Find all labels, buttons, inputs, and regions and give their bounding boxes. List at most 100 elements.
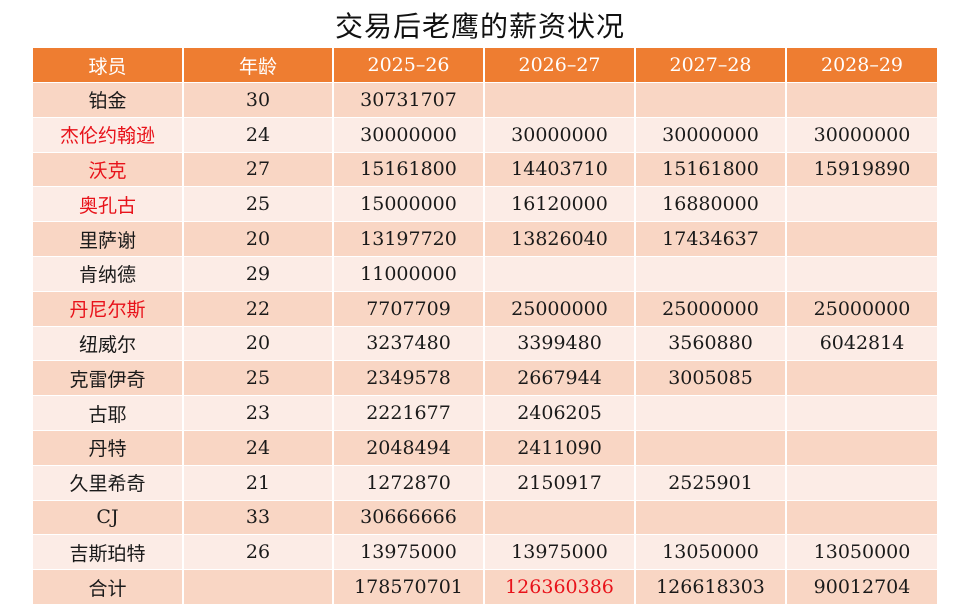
salary-table: 球员 年龄 2025–26 2026–27 2027–28 2028–29 铂金… <box>33 48 937 605</box>
header-2027-28: 2027–28 <box>635 48 787 83</box>
salary-2025-26-cell: 13197720 <box>333 221 485 257</box>
salary-2027-28-cell: 2525901 <box>635 465 787 501</box>
salary-2026-27-cell <box>484 256 636 292</box>
header-2025-26: 2025–26 <box>333 48 485 83</box>
total-row: 合计 178570701 126360386 126618303 90012704 <box>33 569 937 605</box>
salary-2028-29-cell <box>786 256 937 292</box>
player-name-cell: 里萨谢 <box>33 221 184 257</box>
salary-2025-26-cell: 30000000 <box>333 117 485 153</box>
salary-2025-26-cell: 15161800 <box>333 152 485 188</box>
age-cell: 30 <box>183 82 334 118</box>
player-name-cell: 杰伦约翰逊 <box>33 117 184 153</box>
salary-2028-29-cell: 6042814 <box>786 326 937 362</box>
player-name-cell: 丹特 <box>33 430 184 466</box>
player-name-cell: 奥孔古 <box>33 186 184 223</box>
age-cell: 25 <box>183 186 334 223</box>
player-name-cell: 肯纳德 <box>33 256 184 292</box>
salary-2027-28-cell: 16880000 <box>635 186 787 223</box>
age-cell: 33 <box>183 500 334 536</box>
age-cell: 29 <box>183 256 334 292</box>
salary-2028-29-cell: 15919890 <box>786 152 937 188</box>
header-2028-29: 2028–29 <box>786 48 937 83</box>
table-row: 肯纳德 29 11000000 <box>33 256 937 292</box>
salary-2028-29-cell <box>786 221 937 257</box>
salary-2025-26-cell: 30666666 <box>333 500 485 536</box>
age-cell: 24 <box>183 430 334 466</box>
salary-2027-28-cell <box>635 395 787 431</box>
player-name-cell: 纽威尔 <box>33 326 184 362</box>
table-header-row: 球员 年龄 2025–26 2026–27 2027–28 2028–29 <box>33 48 937 83</box>
total-player-name-cell: 合计 <box>33 569 184 605</box>
table-row: 纽威尔 20 3237480 3399480 3560880 6042814 <box>33 326 937 362</box>
table-row: 古耶 23 2221677 2406205 <box>33 395 937 431</box>
table-row: 铂金 30 30731707 <box>33 82 937 118</box>
salary-2027-28-cell: 17434637 <box>635 221 787 257</box>
salary-2028-29-cell <box>786 360 937 397</box>
age-cell: 24 <box>183 117 334 153</box>
salary-2026-27-cell: 2411090 <box>484 430 636 466</box>
salary-2028-29-cell <box>786 82 937 118</box>
table-row: 久里希奇 21 1272870 2150917 2525901 <box>33 465 937 501</box>
player-name-cell: 丹尼尔斯 <box>33 291 184 327</box>
age-cell: 23 <box>183 395 334 431</box>
age-cell: 20 <box>183 326 334 362</box>
salary-2028-29-cell <box>786 465 937 501</box>
salary-2026-27-cell: 13826040 <box>484 221 636 257</box>
salary-2027-28-cell <box>635 82 787 118</box>
salary-2026-27-cell: 13975000 <box>484 534 636 571</box>
salary-2027-28-cell: 13050000 <box>635 534 787 571</box>
total-salary-2027-28-cell: 126618303 <box>635 569 787 605</box>
salary-2026-27-cell: 30000000 <box>484 117 636 153</box>
salary-2028-29-cell <box>786 186 937 223</box>
salary-2027-28-cell <box>635 500 787 536</box>
table-row: CJ 33 30666666 <box>33 500 937 536</box>
salary-2026-27-cell: 25000000 <box>484 291 636 327</box>
salary-2025-26-cell: 7707709 <box>333 291 485 327</box>
age-cell: 21 <box>183 465 334 501</box>
salary-2027-28-cell <box>635 256 787 292</box>
salary-2028-29-cell <box>786 430 937 466</box>
salary-2028-29-cell: 30000000 <box>786 117 937 153</box>
header-age: 年龄 <box>183 48 334 83</box>
table-row: 丹尼尔斯 22 7707709 25000000 25000000 25000000 <box>33 291 937 327</box>
salary-2028-29-cell <box>786 395 937 431</box>
table-row: 杰伦约翰逊 24 30000000 30000000 30000000 30000000 <box>33 117 937 153</box>
player-name-cell: 铂金 <box>33 82 184 118</box>
total-salary-2028-29-cell: 90012704 <box>786 569 937 605</box>
salary-2026-27-cell <box>484 82 636 118</box>
salary-2027-28-cell: 25000000 <box>635 291 787 327</box>
salary-2025-26-cell: 2048494 <box>333 430 485 466</box>
salary-2026-27-cell: 2150917 <box>484 465 636 501</box>
salary-2025-26-cell: 30731707 <box>333 82 485 118</box>
salary-2025-26-cell: 3237480 <box>333 326 485 362</box>
salary-2026-27-cell: 14403710 <box>484 152 636 188</box>
header-2026-27: 2026–27 <box>484 48 636 83</box>
total-salary-2026-27-cell: 126360386 <box>484 569 636 605</box>
salary-2026-27-cell: 16120000 <box>484 186 636 223</box>
table-body: 铂金 30 30731707 杰伦约翰逊 24 30000000 30000000 30000… <box>33 82 937 605</box>
salary-2027-28-cell: 3560880 <box>635 326 787 362</box>
header-player: 球员 <box>33 48 184 83</box>
player-name-cell: 久里希奇 <box>33 465 184 501</box>
salary-2025-26-cell: 1272870 <box>333 465 485 501</box>
salary-2027-28-cell: 3005085 <box>635 360 787 397</box>
player-name-cell: CJ <box>33 500 184 536</box>
salary-2026-27-cell: 2667944 <box>484 360 636 397</box>
age-cell: 20 <box>183 221 334 257</box>
salary-2027-28-cell: 30000000 <box>635 117 787 153</box>
age-cell: 25 <box>183 360 334 397</box>
salary-2028-29-cell <box>786 500 937 536</box>
salary-2025-26-cell: 2349578 <box>333 360 485 397</box>
salary-2026-27-cell <box>484 500 636 536</box>
table-row: 丹特 24 2048494 2411090 <box>33 430 937 466</box>
age-cell: 26 <box>183 534 334 571</box>
table-row: 克雷伊奇 25 2349578 2667944 3005085 <box>33 360 937 397</box>
salary-2028-29-cell: 25000000 <box>786 291 937 327</box>
salary-2025-26-cell: 13975000 <box>333 534 485 571</box>
salary-2027-28-cell <box>635 430 787 466</box>
table-row: 沃克 27 15161800 14403710 15161800 15919890 <box>33 152 937 188</box>
total-salary-2025-26-cell: 178570701 <box>333 569 485 605</box>
salary-2025-26-cell: 15000000 <box>333 186 485 223</box>
salary-2025-26-cell: 11000000 <box>333 256 485 292</box>
table-row: 吉斯珀特 26 13975000 13975000 13050000 13050000 <box>33 534 937 571</box>
